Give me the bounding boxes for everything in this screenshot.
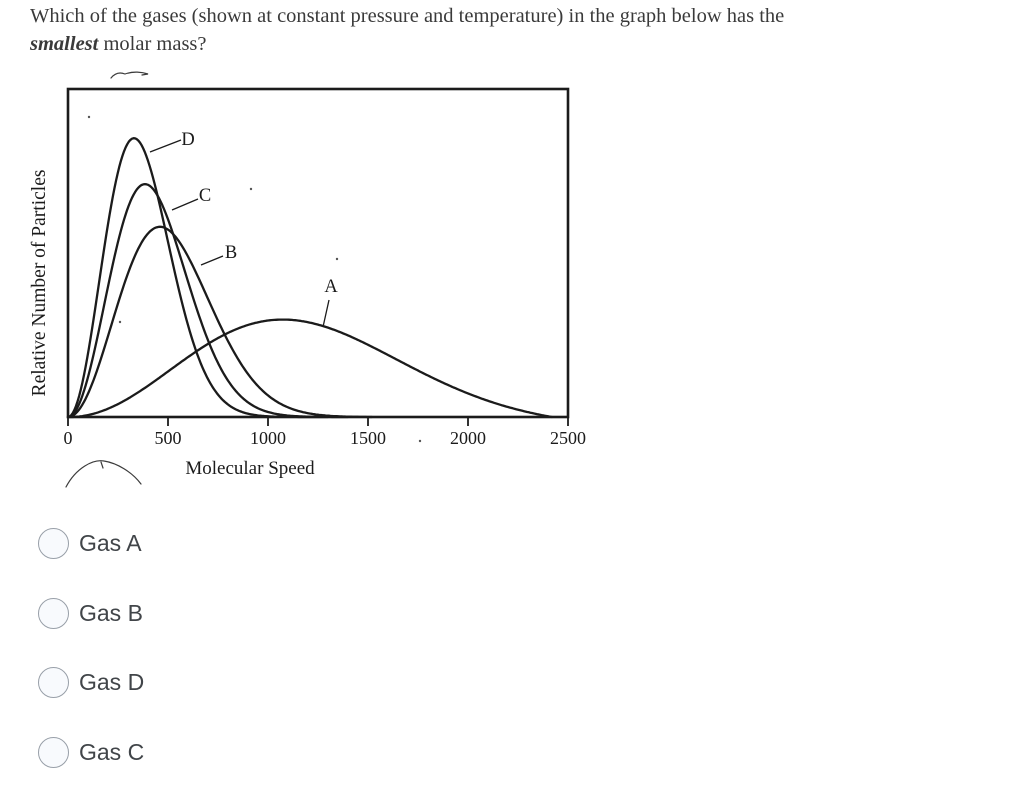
scan-pen-mark <box>100 461 104 469</box>
x-tick-label: 2000 <box>450 428 486 448</box>
radio-gas-d[interactable] <box>38 667 69 698</box>
radio-gas-c[interactable] <box>38 737 69 768</box>
option-gas-b-label: Gas B <box>79 600 143 626</box>
x-tick-label: 2500 <box>550 428 586 448</box>
scan-pen-mark <box>65 460 142 488</box>
option-gas-a-label: Gas A <box>79 530 142 556</box>
question-line2-rest: molar mass? <box>98 33 207 55</box>
option-gas-c[interactable]: Gas C <box>38 737 144 768</box>
scan-speck <box>418 439 422 443</box>
scan-speck <box>118 320 122 324</box>
curve-label-a: A <box>324 277 338 297</box>
option-gas-c-label: Gas C <box>79 739 145 765</box>
curve-gas-c <box>66 182 350 419</box>
curve-label-c: C <box>199 186 211 206</box>
curve-gas-d <box>66 137 330 419</box>
leader-line-a <box>322 299 330 328</box>
leader-line-c <box>171 198 199 211</box>
curve-label-d: D <box>181 130 194 150</box>
question-line2: smallest molar mass? <box>30 30 960 58</box>
scan-speck <box>249 187 253 191</box>
leader-line-d <box>149 139 182 153</box>
plot-frame <box>66 87 570 419</box>
x-tick-label: 0 <box>64 428 73 448</box>
question-emphasis: smallest <box>30 33 99 55</box>
x-tick-label: 1000 <box>250 428 286 448</box>
curve-gas-a <box>66 318 554 419</box>
x-tick-label: 1500 <box>350 428 386 448</box>
question-text: Which of the gases (shown at constant pr… <box>30 2 960 58</box>
molecular-speed-distribution-chart: 0 500 1000 1500 2000 2500 Molecular Speed Relat… <box>29 71 586 488</box>
x-axis-label: Molecular Speed <box>185 458 315 479</box>
x-tick-label: 500 <box>155 428 182 448</box>
scan-speck <box>335 257 339 261</box>
y-axis-label: Relative Number of Particles <box>29 170 50 397</box>
question-line1: Which of the gases (shown at constant pr… <box>30 5 785 27</box>
leader-line-b <box>200 255 224 266</box>
option-gas-b[interactable]: Gas B <box>38 598 143 629</box>
curve-label-b: B <box>225 243 237 263</box>
radio-gas-a[interactable] <box>38 528 69 559</box>
curve-gas-b <box>66 225 374 419</box>
option-gas-d-label: Gas D <box>79 669 145 695</box>
radio-gas-b[interactable] <box>38 598 69 629</box>
scan-pen-mark <box>110 71 149 79</box>
option-gas-a[interactable]: Gas A <box>38 528 142 559</box>
option-gas-d[interactable]: Gas D <box>38 667 144 698</box>
scan-speck <box>87 115 91 119</box>
